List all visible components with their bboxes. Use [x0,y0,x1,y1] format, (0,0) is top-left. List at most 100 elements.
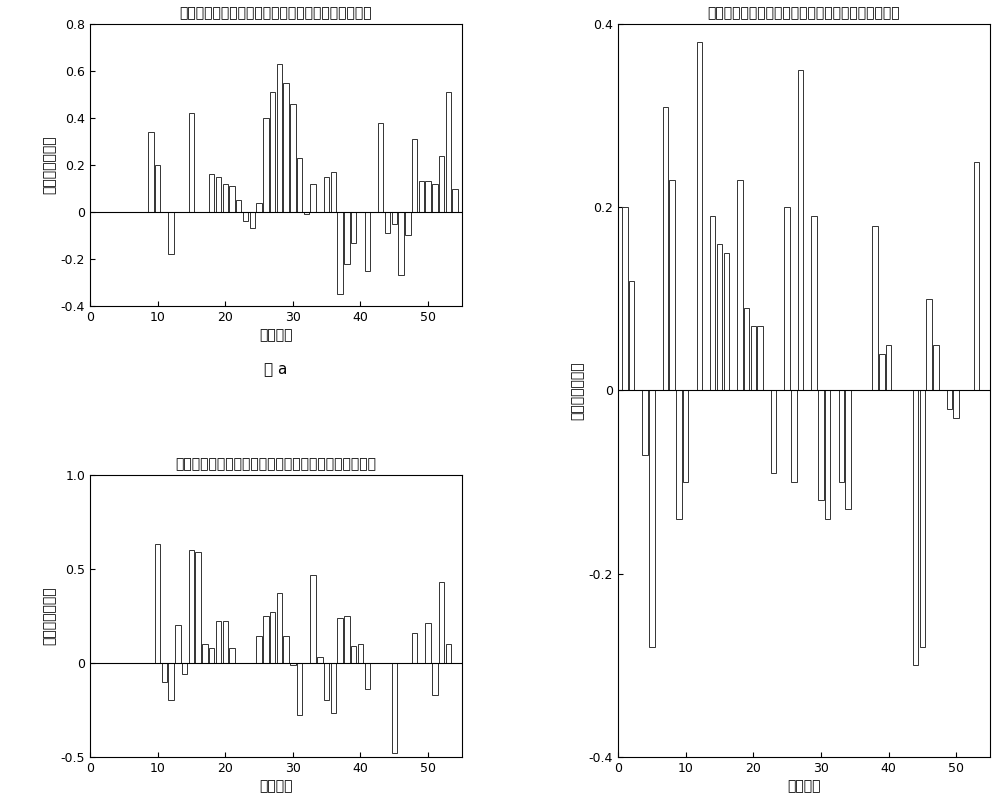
Bar [953,390,959,418]
Bar [365,212,370,270]
Bar [277,593,282,663]
Bar [351,212,356,242]
Bar [757,326,763,390]
Bar [148,132,154,212]
Bar [277,64,282,212]
Bar [250,212,255,229]
Bar [236,200,241,212]
Bar [189,114,194,212]
Bar [155,165,160,212]
Bar [412,633,417,663]
Bar [223,621,228,663]
Bar [683,390,688,482]
Bar [405,212,411,235]
Bar [872,225,878,390]
Bar [663,106,668,390]
Bar [839,390,844,482]
Bar [290,663,296,665]
X-axis label: 订单编号: 订单编号 [259,328,293,342]
Bar [263,118,269,212]
Bar [337,617,343,663]
Title: 分区域多阶段与分区域单阶段的产品新鲜度均值之差: 分区域多阶段与分区域单阶段的产品新鲜度均值之差 [708,6,900,20]
Bar [331,172,336,212]
Bar [439,582,444,663]
Y-axis label: 订单新鲜度差值: 订单新鲜度差值 [43,136,57,194]
Bar [669,180,675,390]
Bar [784,207,790,390]
Bar [310,575,316,663]
Bar [676,390,682,518]
Title: 分区域多阶段与单区域多阶段的产品新鲜度均值之差: 分区域多阶段与单区域多阶段的产品新鲜度均值之差 [180,6,372,20]
Bar [818,390,824,500]
Bar [737,180,743,390]
X-axis label: 订单编号: 订单编号 [787,778,821,793]
Bar [263,616,269,663]
Bar [175,625,181,663]
Bar [229,648,235,663]
Bar [324,663,329,700]
Bar [697,43,702,390]
Bar [811,217,817,390]
Bar [446,93,451,212]
Bar [622,207,628,390]
Bar [344,616,350,663]
Y-axis label: 订单新鲜度差值: 订单新鲜度差值 [571,361,585,419]
Bar [710,217,715,390]
Bar [933,345,939,390]
Bar [378,123,383,212]
Bar [446,644,451,663]
Bar [331,663,336,713]
Text: 图 a: 图 a [264,362,288,378]
Bar [229,186,235,212]
Bar [297,158,302,212]
Bar [223,184,228,212]
Bar [425,181,431,212]
Bar [974,162,979,390]
Bar [649,390,655,647]
Bar [270,612,275,663]
Bar [879,354,885,390]
Bar [771,390,776,473]
Bar [926,299,932,390]
Bar [798,70,803,390]
Bar [913,390,918,665]
Bar [947,390,952,409]
Bar [385,212,390,233]
Bar [642,390,648,455]
Bar [195,552,201,663]
Bar [432,663,438,695]
Bar [270,93,275,212]
Bar [290,104,296,212]
Bar [256,637,262,663]
Bar [162,663,167,682]
X-axis label: 订单编号: 订单编号 [259,778,293,793]
Bar [209,175,214,212]
Y-axis label: 订单新鲜度差值: 订单新鲜度差值 [42,587,56,645]
Bar [392,212,397,224]
Bar [920,390,925,647]
Bar [324,177,329,212]
Bar [845,390,851,510]
Bar [317,657,323,663]
Bar [392,663,397,753]
Bar [791,390,797,482]
Bar [412,139,417,212]
Bar [256,203,262,212]
Bar [724,253,729,390]
Bar [717,244,722,390]
Bar [425,623,431,663]
Bar [216,177,221,212]
Bar [419,181,424,212]
Bar [398,212,404,275]
Bar [168,663,174,700]
Bar [283,637,289,663]
Bar [825,390,830,518]
Bar [155,544,160,663]
Bar [283,83,289,212]
Bar [751,326,756,390]
Bar [337,212,343,294]
Bar [629,280,634,390]
Bar [182,663,187,674]
Bar [452,188,458,212]
Bar [439,155,444,212]
